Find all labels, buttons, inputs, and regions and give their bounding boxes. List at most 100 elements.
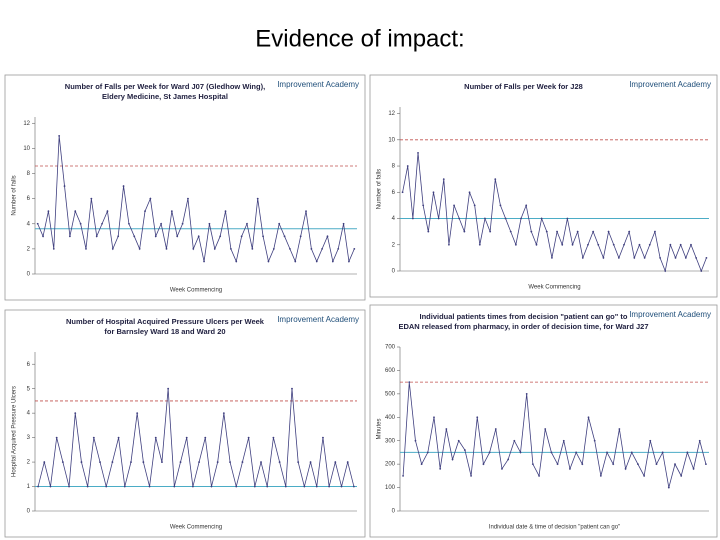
logo: Improvement Academy (277, 315, 359, 324)
logo: Improvement Academy (629, 80, 711, 89)
data-point (679, 243, 682, 246)
data-point (326, 235, 329, 238)
data-point (176, 235, 179, 238)
data-point (674, 256, 677, 259)
data-point (52, 247, 55, 250)
data-point (411, 217, 414, 220)
y-tick-label: 700 (385, 345, 396, 351)
data-point (342, 222, 345, 225)
data-point (90, 197, 93, 200)
data-point (68, 235, 71, 238)
data-point (165, 247, 168, 250)
y-axis-label: Number of falls (12, 175, 18, 215)
data-point (607, 230, 610, 233)
data-point (144, 210, 146, 213)
data-point (545, 230, 548, 233)
data-point (187, 197, 189, 200)
data-point (705, 256, 708, 259)
data-point (612, 463, 615, 466)
data-point (179, 461, 182, 463)
data-point (648, 243, 651, 246)
data-point (433, 416, 435, 419)
data-point (133, 235, 136, 238)
data-point (597, 243, 600, 246)
data-point (556, 230, 558, 233)
data-point (628, 230, 631, 233)
data-point (569, 467, 571, 470)
data-point (587, 243, 589, 246)
data-point (328, 485, 331, 488)
y-tick-label: 4 (27, 411, 31, 417)
data-point (122, 185, 125, 187)
panel (369, 304, 718, 538)
data-point (130, 461, 132, 463)
data-point (260, 461, 262, 463)
data-point (303, 485, 306, 488)
data-point (235, 260, 238, 263)
data-point (606, 451, 608, 454)
data-point (251, 247, 254, 250)
data-point (272, 247, 275, 250)
y-tick-label: 8 (392, 164, 396, 170)
data-point (55, 436, 58, 439)
data-point (659, 256, 661, 259)
data-point (599, 474, 602, 477)
data-point (420, 463, 423, 466)
chart-title: Eldery Medicine, St James Hospital (102, 92, 228, 101)
data-point (291, 387, 293, 390)
data-point (210, 485, 213, 488)
data-point (294, 260, 297, 263)
data-point (476, 416, 479, 419)
data-point (161, 461, 163, 463)
y-tick-label: 0 (392, 269, 396, 275)
data-point (278, 222, 281, 225)
data-point (310, 247, 313, 250)
data-point (561, 243, 564, 246)
data-point (229, 247, 232, 250)
data-point (49, 485, 52, 488)
data-point (47, 210, 50, 213)
data-point (197, 235, 200, 238)
data-point (448, 243, 450, 246)
data-point (348, 260, 350, 263)
data-point (222, 412, 225, 415)
data-point (154, 436, 157, 439)
y-tick-label: 2 (27, 246, 31, 252)
data-point (618, 428, 621, 430)
data-point (643, 256, 646, 259)
data-point (123, 485, 126, 488)
data-point (95, 235, 98, 238)
chart-title: Number of Falls per Week for Ward J07 (G… (65, 82, 265, 91)
y-tick-label: 6 (392, 190, 396, 196)
data-point (427, 230, 430, 233)
data-point (576, 230, 579, 233)
data-point (439, 467, 442, 470)
data-point (617, 256, 620, 259)
data-point (442, 178, 445, 181)
data-point (690, 243, 692, 246)
data-point (246, 222, 248, 225)
data-point (315, 260, 318, 263)
data-point (535, 243, 538, 246)
data-point (148, 485, 151, 488)
y-tick-label: 12 (23, 121, 30, 127)
data-point (185, 436, 188, 439)
panel (4, 74, 366, 301)
x-axis-label: Week Commencing (528, 285, 580, 291)
data-point (587, 416, 590, 419)
data-point (417, 152, 419, 154)
data-point (623, 243, 625, 246)
y-tick-label: 3 (27, 435, 31, 441)
data-point (624, 467, 627, 470)
y-tick-label: 2 (392, 242, 396, 248)
data-point (499, 204, 502, 207)
y-tick-label: 5 (27, 386, 31, 392)
data-point (484, 217, 486, 220)
panel (4, 309, 366, 538)
data-point (556, 463, 559, 466)
y-tick-label: 400 (385, 415, 396, 421)
data-point (473, 204, 476, 207)
y-tick-label: 0 (392, 509, 396, 515)
data-point (136, 412, 139, 415)
